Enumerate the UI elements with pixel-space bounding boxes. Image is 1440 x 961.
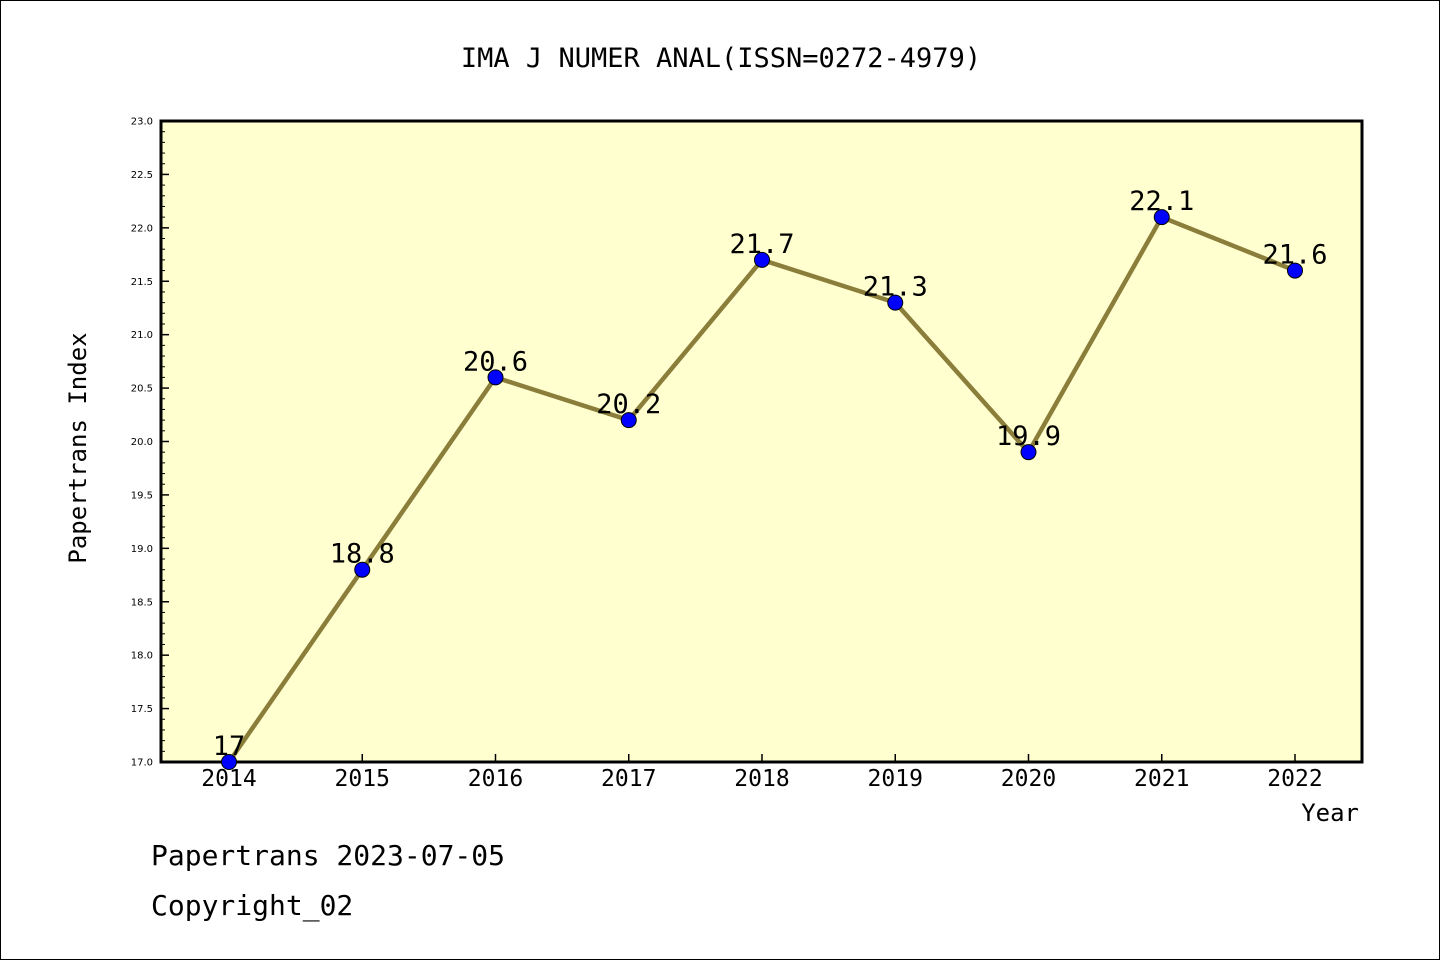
- y-tick-label: 20.0: [131, 437, 153, 448]
- x-tick-label: 2022: [1267, 766, 1322, 792]
- y-tick-label: 22.0: [131, 223, 153, 234]
- chart-title: IMA J NUMER ANAL(ISSN=0272-4979): [461, 43, 981, 74]
- y-tick-label: 19.5: [131, 490, 153, 501]
- y-tick-label: 22.5: [131, 170, 153, 181]
- y-tick-label: 18.5: [131, 597, 153, 608]
- data-label: 17: [213, 731, 246, 762]
- x-tick-label: 2021: [1134, 766, 1189, 792]
- data-point: [1287, 262, 1303, 279]
- data-point: [754, 251, 770, 268]
- data-point: [620, 412, 637, 429]
- x-tick-label: 2017: [601, 766, 656, 792]
- data-point: [1153, 209, 1170, 226]
- data-label: 21.6: [1262, 240, 1327, 271]
- data-label: 18.8: [330, 539, 395, 570]
- data-point: [487, 369, 504, 386]
- data-label: 20.2: [596, 389, 661, 420]
- data-point: [354, 561, 371, 578]
- y-axis-label: Papertrans Index: [64, 332, 92, 563]
- data-label: 20.6: [463, 346, 528, 377]
- data-label: 21.7: [729, 229, 794, 260]
- y-tick-label: 17.0: [131, 758, 153, 769]
- x-tick-label: 2014: [201, 766, 256, 792]
- x-tick-label: 2018: [734, 766, 789, 792]
- data-labels: 17 18.8 20.6 20.2 21.7 21.3 19.9 22.1 21.6: [213, 186, 1328, 762]
- y-tick-label: 23.0: [131, 117, 153, 128]
- series-papertrans-index: [221, 209, 1303, 770]
- x-axis: 2014 2015 2016 2017 2018 2019 2020 2021 2022: [201, 754, 1323, 792]
- x-tick-label: 2016: [468, 766, 523, 792]
- x-axis-label: Year: [1301, 799, 1359, 827]
- y-tick-label: 19.0: [131, 544, 153, 555]
- y-tick-label: 21.0: [131, 330, 153, 341]
- y-tick-label: 18.0: [131, 651, 153, 662]
- data-label: 21.3: [863, 272, 928, 303]
- x-tick-label: 2020: [1001, 766, 1056, 792]
- y-tick-label: 21.5: [131, 277, 153, 288]
- plot-area: [159, 119, 1364, 764]
- data-point: [887, 294, 904, 311]
- data-point: [1020, 444, 1037, 461]
- data-label: 22.1: [1129, 186, 1194, 217]
- data-label: 19.9: [996, 421, 1061, 452]
- x-tick-label: 2015: [335, 766, 390, 792]
- y-tick-label: 20.5: [131, 384, 153, 395]
- footer-copyright: Copyright_02: [151, 889, 353, 923]
- data-point: [221, 754, 237, 770]
- x-tick-label: 2019: [868, 766, 923, 792]
- y-tick-label: 17.5: [131, 704, 153, 715]
- footer-source: Papertrans 2023-07-05: [151, 839, 505, 872]
- y-axis: 17.0 17.5 18.0 18.5 19.0 19.5 20.0 20.5 21.0 21.5…: [131, 117, 169, 769]
